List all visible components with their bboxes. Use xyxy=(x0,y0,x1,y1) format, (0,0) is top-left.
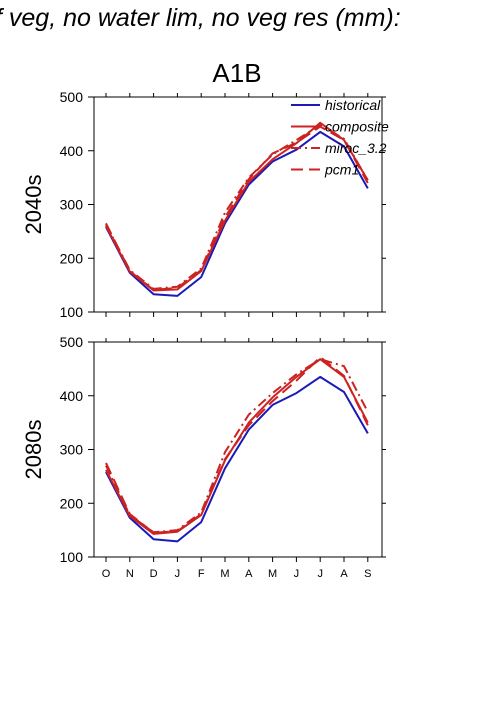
page-title: f veg, no water lim, no veg res (mm): xyxy=(0,4,401,32)
x-tick-label: J xyxy=(294,568,300,580)
legend-label: miroc_3.2 xyxy=(325,140,387,156)
x-tick-label: A xyxy=(245,568,253,580)
y-tick-label: 100 xyxy=(60,304,84,320)
x-tick-label: O xyxy=(102,568,111,580)
x-tick-label: F xyxy=(198,568,205,580)
y-tick-label: 200 xyxy=(60,250,84,266)
x-tick-label: A xyxy=(340,568,348,580)
y-tick-label: 100 xyxy=(60,549,84,565)
series-line-historical xyxy=(105,130,369,297)
y-tick-label: 500 xyxy=(60,334,84,350)
chart-legend: historical composite miroc_3.2 pcm1 xyxy=(291,97,389,178)
x-tick-label: D xyxy=(150,568,158,580)
legend-label: composite xyxy=(325,119,389,135)
x-tick-label: N xyxy=(126,568,134,580)
x-tick-label: M xyxy=(220,568,229,580)
y-tick-label: 300 xyxy=(60,197,84,213)
y-tick-label: 400 xyxy=(60,388,84,404)
y-tick-label: 500 xyxy=(60,89,84,105)
y-tick-label: 400 xyxy=(60,143,84,159)
y-tick-label: 300 xyxy=(60,442,84,458)
chart-title: A1B xyxy=(212,58,261,88)
series-line-composite xyxy=(105,358,369,535)
series-line-historical xyxy=(105,375,369,543)
x-tick-label: J xyxy=(317,568,323,580)
chart-panel-1: 100 200 300 400 500 2040s historical composite m… xyxy=(21,89,389,320)
x-tick-label: S xyxy=(364,568,371,580)
y-axis-label: 2080s xyxy=(21,420,46,480)
legend-label: historical xyxy=(325,97,381,113)
x-tick-label: M xyxy=(268,568,277,580)
series-line-miroc-3-2 xyxy=(105,358,369,534)
series-line-pcm1 xyxy=(105,356,369,534)
x-tick-label: J xyxy=(175,568,181,580)
legend-label: pcm1 xyxy=(324,162,359,178)
series-line-pcm1 xyxy=(105,125,369,291)
y-axis-label: 2040s xyxy=(21,175,46,235)
chart-panel-2: 100 200 300 400 500 O N D J F M A M J J A S 2080s xyxy=(21,334,386,580)
y-tick-label: 200 xyxy=(60,495,84,511)
